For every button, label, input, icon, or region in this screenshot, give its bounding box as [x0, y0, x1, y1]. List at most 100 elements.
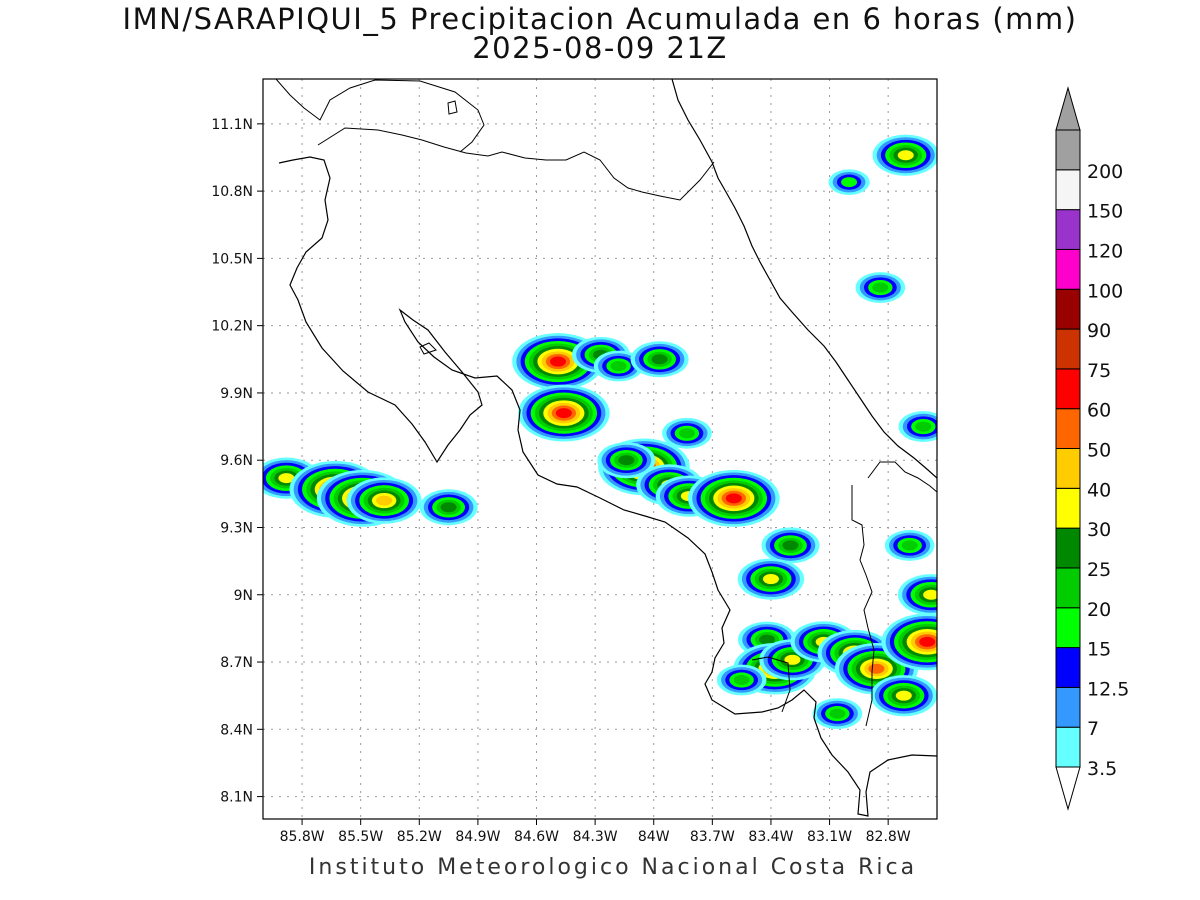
precip-cell — [870, 675, 937, 717]
lon-tick-label: 82.8W — [866, 829, 911, 845]
precip-contour — [762, 574, 779, 585]
precip-contour — [829, 708, 846, 719]
colorbar-swatch — [1055, 368, 1081, 410]
colorbar-label: 20 — [1087, 599, 1111, 621]
colorbar-swatch — [1055, 129, 1081, 171]
lon-tick-label: 85.2W — [397, 829, 442, 845]
lat-tick-label: 9.6N — [220, 453, 253, 469]
colorbar-label: 15 — [1087, 639, 1111, 661]
precip-contour — [678, 428, 695, 439]
colorbar-label: 12.5 — [1087, 678, 1129, 700]
precip-cell — [346, 477, 422, 524]
lat-tick-label: 10.2N — [211, 319, 253, 335]
precip-contour — [897, 150, 914, 161]
precip-contour — [895, 690, 912, 701]
chart-title: IMN/SARAPIQUI_5 Precipitacion Acumulada … — [122, 2, 1078, 36]
nicaragua-border — [317, 127, 715, 201]
colorbar-lower-arrow — [1055, 766, 1081, 811]
colorbar-swatch — [1055, 248, 1081, 290]
lat-tick-label: 8.7N — [220, 655, 253, 671]
precip-contour — [725, 493, 742, 504]
lon-tick-label: 83.1W — [807, 829, 852, 845]
colorbar-swatch — [1055, 328, 1081, 370]
lon-tick-label: 85.5W — [338, 829, 383, 845]
colorbar-label: 7 — [1087, 718, 1099, 740]
lon-tick-label: 84.9W — [455, 829, 500, 845]
colorbar-swatch — [1055, 288, 1081, 330]
precip-cell — [828, 169, 870, 195]
precip-contour — [901, 540, 918, 551]
longitude-axis: 85.8W 85.5W 85.2W 84.9W 84.6W 84.3W 84W 83.7W 83… — [280, 819, 911, 845]
lat-tick-label: 10.8N — [211, 184, 253, 200]
footer-credit: Instituto Meteorologico Nacional Costa R… — [308, 855, 918, 880]
colorbar-label: 25 — [1087, 559, 1111, 581]
colorbar-swatch — [1055, 448, 1081, 489]
lat-tick-label: 8.1N — [220, 790, 253, 806]
colorbar-swatch — [1055, 567, 1081, 609]
colorbar-swatch — [1055, 726, 1081, 768]
colorbar-upper-arrow — [1055, 86, 1081, 131]
precip-cell — [716, 664, 767, 696]
precip-contour — [759, 634, 776, 645]
chart-subtitle: 2025-08-09 21Z — [472, 31, 728, 65]
lon-tick-label: 84.6W — [514, 829, 559, 845]
lat-tick-label: 8.4N — [220, 722, 253, 738]
precip-contour — [923, 589, 937, 600]
lat-tick-label: 11.1N — [211, 117, 253, 133]
precip-cell — [812, 698, 863, 730]
precip-contour — [440, 502, 457, 513]
precip-cell — [872, 134, 937, 176]
colorbar-label: 3.5 — [1087, 758, 1117, 780]
precip-contour — [278, 473, 295, 484]
precip-cell — [419, 489, 478, 526]
map-grid — [263, 79, 937, 819]
lat-tick-label: 9.3N — [220, 520, 253, 536]
colorbar-swatch — [1055, 487, 1081, 529]
caribbean-coastline — [671, 79, 937, 479]
colorbar-label: 50 — [1087, 440, 1111, 462]
colorbar-label: 60 — [1087, 400, 1111, 422]
precip-cell — [897, 574, 937, 616]
precip-contour — [549, 356, 566, 367]
precip-cell — [593, 350, 644, 382]
colorbar-swatch — [1055, 527, 1081, 569]
precip-contour — [651, 354, 668, 365]
colorbar-label: 100 — [1087, 280, 1123, 302]
lon-tick-label: 84.3W — [573, 829, 618, 845]
precip-cell — [898, 411, 937, 442]
nicaragua-coast — [275, 79, 485, 153]
lat-tick-label: 10.5N — [211, 251, 253, 267]
colorbar-label: 150 — [1087, 201, 1123, 223]
lon-tick-label: 84W — [638, 829, 670, 845]
colorbar-swatch — [1055, 647, 1081, 688]
map-frame — [262, 78, 938, 820]
colorbar-label: 200 — [1087, 161, 1123, 183]
lon-tick-label: 83.4W — [748, 829, 793, 845]
nicoya-islet — [419, 342, 437, 355]
precip-contour — [915, 421, 932, 432]
lon-tick-label: 85.8W — [280, 829, 325, 845]
precip-contour — [919, 636, 936, 647]
lake-nicaragua-islet — [447, 100, 458, 115]
latitude-axis: 11.1N 10.8N 10.5N 10.2N 9.9N 9.6N 9.3N 9N 8.7N 8.… — [211, 117, 263, 806]
precip-cell — [688, 469, 780, 527]
pacific-coastline — [278, 156, 937, 817]
colorbar-label: 75 — [1087, 360, 1111, 382]
lat-tick-label: 9.9N — [220, 386, 253, 402]
precip-cell — [630, 341, 689, 378]
colorbar-swatch — [1055, 686, 1081, 728]
precip-contour — [841, 177, 858, 188]
precip-cell — [597, 442, 656, 479]
precip-contour — [610, 361, 627, 372]
precip-contour — [555, 408, 572, 419]
colorbar-label: 40 — [1087, 479, 1111, 501]
precip-contour — [782, 540, 799, 551]
precip-contour — [618, 455, 635, 466]
precip-cell — [662, 417, 712, 449]
precip-cell — [881, 613, 937, 671]
colorbar-swatch — [1055, 607, 1081, 649]
precip-cell — [761, 527, 820, 564]
precip-cell — [518, 384, 610, 442]
precip-contour — [376, 495, 393, 506]
